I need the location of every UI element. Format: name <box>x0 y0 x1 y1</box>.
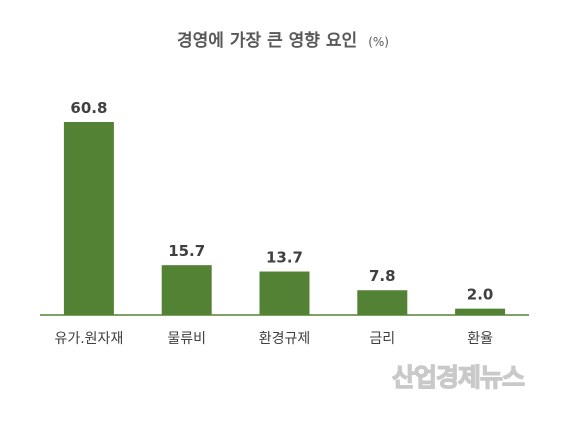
category-labels-group: 유가.원자재 물류비 환경규제 금리 환율 <box>54 331 493 347</box>
value-label-1: 15.7 <box>168 242 205 260</box>
bars-group <box>63 122 506 315</box>
bar-2 <box>259 271 310 315</box>
category-label-2: 환경규제 <box>259 331 311 347</box>
value-label-2: 13.7 <box>266 249 303 267</box>
value-labels-group: 60.8 15.7 13.7 7.8 2.0 <box>70 99 493 304</box>
category-label-3: 금리 <box>369 331 395 347</box>
value-label-0: 60.8 <box>70 99 107 117</box>
watermark-logo: 산업경제뉴스 <box>392 363 525 392</box>
bar-0 <box>63 122 114 315</box>
value-label-3: 7.8 <box>369 267 396 285</box>
bar-1 <box>161 265 212 315</box>
chart-title-group: 경영에 가장 큰 영향 요인 (%) <box>177 30 389 51</box>
category-label-0: 유가.원자재 <box>54 331 123 347</box>
category-label-1: 물류비 <box>167 331 206 347</box>
value-label-4: 2.0 <box>467 286 494 304</box>
bar-3 <box>357 290 408 315</box>
chart-unit: (%) <box>368 35 389 49</box>
chart-title: 경영에 가장 큰 영향 요인 <box>177 30 357 51</box>
bar-4 <box>455 308 506 315</box>
category-label-4: 환율 <box>467 331 493 347</box>
